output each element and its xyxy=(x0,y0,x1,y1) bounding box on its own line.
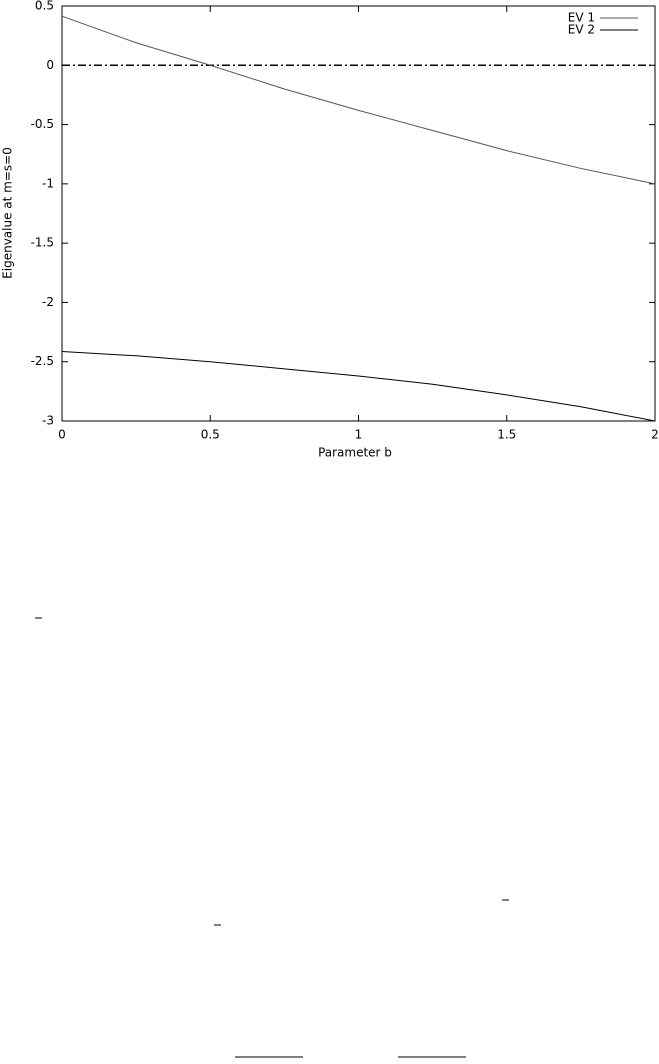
x-axis-label: Parameter b xyxy=(318,446,392,460)
y-tick-label: -2 xyxy=(42,295,54,309)
y-tick-label: -0.5 xyxy=(31,117,54,131)
y-axis-label: Eigenvalue at m=s=0 xyxy=(1,147,15,279)
x-tick-label: 0 xyxy=(58,428,66,442)
x-tick-label: 1 xyxy=(355,428,363,442)
legend-label: EV 2 xyxy=(568,23,595,37)
y-tick-label: -1 xyxy=(42,176,54,190)
y-tick-label: 0.5 xyxy=(35,0,54,13)
legend-label: EV 1 xyxy=(568,11,595,25)
x-tick-label: 0.5 xyxy=(201,428,220,442)
y-tick-label: -3 xyxy=(42,414,54,428)
series-line xyxy=(61,351,656,422)
y-tick-label: -1.5 xyxy=(31,236,54,250)
plot-frame xyxy=(61,5,656,422)
y-tick-label: 0 xyxy=(46,58,54,72)
y-tick-label: -2.5 xyxy=(31,354,54,368)
x-tick-label: 2 xyxy=(651,428,659,442)
series-line xyxy=(61,15,656,185)
x-tick-label: 1.5 xyxy=(497,428,516,442)
